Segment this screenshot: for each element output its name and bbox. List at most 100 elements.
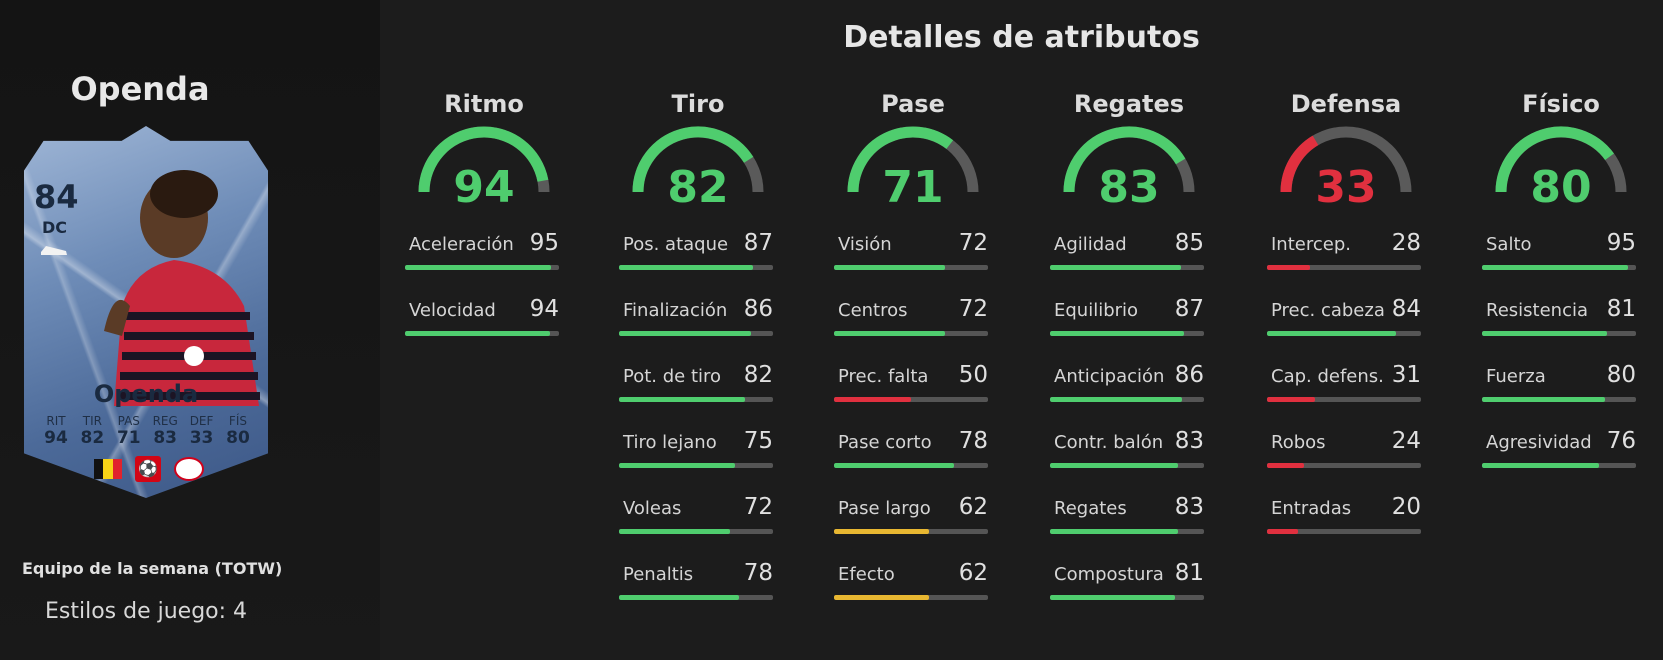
- attribute-row: Salto 95: [1482, 230, 1640, 298]
- attribute-bar: [405, 265, 559, 270]
- attribute-row: Pase largo 62: [834, 494, 992, 562]
- attribute-label: Resistencia: [1486, 300, 1588, 321]
- attribute-label: Equilibrio: [1054, 300, 1139, 321]
- attribute-row: Prec. cabeza 84: [1267, 296, 1425, 364]
- attribute-bar: [1267, 529, 1421, 534]
- attribute-bar-fill: [1482, 331, 1607, 336]
- attribute-label: Fuerza: [1486, 366, 1546, 387]
- attribute-bar-fill: [619, 529, 730, 534]
- card-stat-value: 82: [80, 428, 105, 448]
- attribute-bar: [1050, 463, 1204, 468]
- attribute-bar-fill: [619, 331, 752, 336]
- attribute-label: Tiro lejano: [623, 432, 717, 453]
- attribute-bar: [834, 397, 988, 402]
- attribute-row: Pos. ataque 87: [619, 230, 777, 298]
- attribute-bar: [619, 595, 773, 600]
- attribute-bar: [1482, 331, 1636, 336]
- category-2: Pase 71 Visión 72 Centros 72 Prec. falta…: [834, 90, 992, 628]
- card-stats: RIT 94 TIR 82 PAS 71 REG 83 DEF 33 FÍS 80: [38, 414, 256, 448]
- attribute-label: Prec. cabeza: [1271, 300, 1385, 321]
- attribute-row: Agresividad 76: [1482, 428, 1640, 496]
- card-player-name: Openda: [93, 380, 199, 408]
- attribute-label: Salto: [1486, 234, 1532, 255]
- attribute-list: Pos. ataque 87 Finalización 86 Pot. de t…: [619, 230, 777, 628]
- attribute-bar: [834, 265, 988, 270]
- attribute-value: 95: [529, 230, 559, 256]
- attribute-value: 62: [958, 494, 988, 520]
- player-card[interactable]: 84 DC Openda RIT 94 TIR 82 PAS 71 REG 83 DEF…: [24, 126, 268, 498]
- attribute-bar-fill: [834, 463, 955, 468]
- attribute-list: Agilidad 85 Equilibrio 87 Anticipación 8…: [1050, 230, 1208, 628]
- card-stat-label: FÍS: [228, 414, 247, 428]
- attribute-label: Anticipación: [1054, 366, 1165, 387]
- attribute-bar: [834, 331, 988, 336]
- attribute-row: Tiro lejano 75: [619, 428, 777, 496]
- card-type: Equipo de la semana (TOTW): [22, 559, 283, 578]
- attribute-bar-fill: [834, 331, 945, 336]
- attribute-bar-fill: [1050, 595, 1175, 600]
- card-stat-label: TIR: [82, 414, 102, 428]
- attribute-label: Compostura: [1054, 564, 1164, 585]
- player-name: Openda: [70, 70, 210, 108]
- attribute-bar: [619, 463, 773, 468]
- attribute-bar: [1267, 463, 1421, 468]
- attribute-value: 83: [1174, 494, 1204, 520]
- attribute-bar: [619, 331, 773, 336]
- attribute-value: 62: [958, 560, 988, 586]
- attribute-label: Regates: [1054, 498, 1127, 519]
- attribute-value: 24: [1391, 428, 1421, 454]
- attribute-bar-fill: [1267, 463, 1304, 468]
- card-stat-value: 80: [226, 428, 250, 448]
- card-stat-label: RIT: [46, 414, 66, 428]
- gauge-fill: [1063, 126, 1186, 193]
- attribute-label: Penaltis: [623, 564, 694, 585]
- attribute-label: Visión: [838, 234, 892, 255]
- gauge-fill: [632, 126, 754, 193]
- attribute-bar-fill: [405, 331, 550, 336]
- attribute-value: 50: [958, 362, 988, 388]
- attribute-bar-fill: [1050, 397, 1183, 402]
- attribute-list: Visión 72 Centros 72 Prec. falta 50 Pase…: [834, 230, 992, 628]
- attribute-bar-fill: [619, 397, 746, 402]
- attribute-row: Resistencia 81: [1482, 296, 1640, 364]
- attribute-bar-fill: [1482, 265, 1629, 270]
- attribute-value: 84: [1391, 296, 1421, 322]
- attribute-row: Efecto 62: [834, 560, 992, 628]
- attribute-bar: [1482, 265, 1636, 270]
- attribute-row: Velocidad 94: [405, 296, 563, 364]
- category-1: Tiro 82 Pos. ataque 87 Finalización 86 P…: [619, 90, 777, 628]
- attribute-row: Entradas 20: [1267, 494, 1425, 562]
- card-stat: TIR 82: [74, 414, 110, 448]
- attribute-bar: [1482, 397, 1636, 402]
- card-stat-value: 94: [44, 428, 68, 448]
- attribute-value: 82: [743, 362, 773, 388]
- attribute-bar-fill: [1050, 265, 1181, 270]
- category-3: Regates 83 Agilidad 85 Equilibrio 87 Ant…: [1050, 90, 1208, 628]
- attribute-value: 80: [1606, 362, 1636, 388]
- attribute-value: 20: [1391, 494, 1421, 520]
- gauge-arc: [418, 126, 550, 193]
- attribute-label: Velocidad: [409, 300, 496, 321]
- attribute-value: 31: [1391, 362, 1421, 388]
- attribute-row: Cap. defens. 31: [1267, 362, 1425, 430]
- card-stat-label: DEF: [189, 414, 214, 428]
- category-gauge: 83: [1050, 124, 1208, 228]
- category-value: 94: [453, 162, 515, 213]
- attribute-bar-fill: [1267, 265, 1311, 270]
- attribute-row: Centros 72: [834, 296, 992, 364]
- card-rating: 84: [34, 178, 79, 216]
- attribute-value: 94: [529, 296, 559, 322]
- attribute-bar-fill: [834, 595, 930, 600]
- attribute-row: Finalización 86: [619, 296, 777, 364]
- attribute-value: 78: [743, 560, 773, 586]
- category-value: 33: [1315, 162, 1377, 213]
- attribute-bar-fill: [619, 463, 735, 468]
- category-gauge: 71: [834, 124, 992, 228]
- attribute-bar: [1050, 595, 1204, 600]
- gauge-fill: [418, 126, 549, 193]
- attribute-bar-fill: [1050, 529, 1178, 534]
- gauge-fill: [1495, 126, 1614, 193]
- attribute-bar: [1482, 463, 1636, 468]
- attribute-bar-fill: [1050, 463, 1178, 468]
- category-name: Pase: [881, 90, 945, 118]
